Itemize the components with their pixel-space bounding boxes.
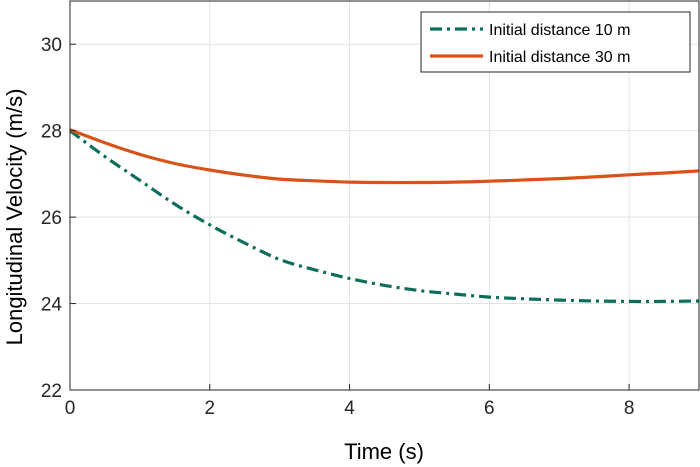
series-line-1 [69,129,700,304]
legend: Initial distance 10 m Initial distance 30… [420,11,691,73]
y-axis-label: Longitudinal Velocity (m/s) [2,89,27,346]
legend-box [420,11,691,73]
plot-frame [69,0,700,391]
x-tick-label: 8 [624,398,635,419]
x-tick-label: 4 [344,398,355,419]
legend-label-2: Initial distance 30 m [489,49,630,66]
y-tick-label: 30 [41,35,62,56]
x-tick-label: 2 [204,398,215,419]
y-tick-label: 24 [41,295,63,316]
x-tick-label: 0 [65,398,76,419]
legend-label-1: Initial distance 10 m [489,22,630,39]
series-line-2 [69,128,700,185]
y-tick-label: 28 [41,122,62,143]
y-tick-label: 26 [41,208,62,229]
y-tick-label: 22 [41,381,62,402]
x-tick-label: 6 [484,398,495,419]
series-layer [69,128,700,304]
x-axis-label: Time (s) [344,439,424,464]
